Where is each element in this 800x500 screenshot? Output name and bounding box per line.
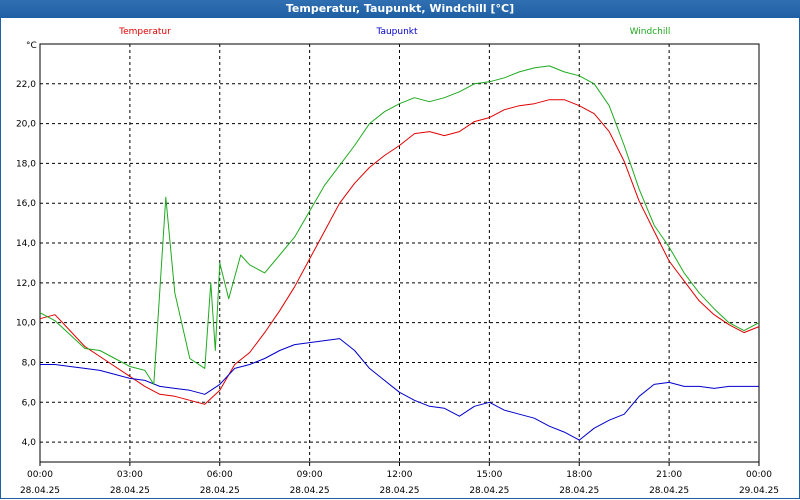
y-tick-label: 16,0: [16, 199, 36, 209]
y-tick-label: 18,0: [16, 159, 36, 169]
series-lines: [39, 65, 760, 441]
x-tick-time-label: 12:00: [387, 470, 413, 480]
y-tick-label: 8,0: [22, 358, 37, 368]
y-tick-label: 22,0: [16, 80, 36, 90]
x-tick-time-label: 21:00: [656, 470, 682, 480]
y-tick-label: 10,0: [16, 319, 36, 329]
x-tick-time-label: 00:00: [746, 470, 772, 480]
legend: Temperatur Taupunkt Windchill: [118, 27, 670, 37]
x-tick-time-label: 18:00: [566, 470, 592, 480]
y-axis-unit-label: °C: [26, 41, 37, 51]
x-tick-time-label: 00:00: [27, 470, 53, 480]
x-tick-time-label: 06:00: [207, 470, 233, 480]
x-axis-ticks: 00:00 28.04.25 03:00 28.04.25 06:00 28.04.25 0…: [20, 462, 779, 496]
y-tick-label: 6,0: [22, 398, 37, 408]
x-tick-date-label: 29.04.25: [739, 486, 779, 496]
y-tick-label: 4,0: [22, 438, 37, 448]
legend-item-taupunkt: Taupunkt: [375, 27, 418, 37]
grid-lines: [40, 44, 759, 462]
y-axis-ticks: 4,0 6,0 8,0 10,0 12,0 14,0 16,0 18,0 20,0 22,0: [16, 80, 36, 448]
x-tick-date-label: 28.04.25: [649, 486, 689, 496]
x-tick-date-label: 28.04.25: [559, 486, 599, 496]
chart-title: Temperatur, Taupunkt, Windchill [°C]: [0, 0, 800, 18]
series-line-temperatur: [39, 99, 760, 405]
x-tick-date-label: 28.04.25: [20, 486, 60, 496]
x-tick-date-label: 28.04.25: [469, 486, 509, 496]
legend-item-temperatur: Temperatur: [118, 27, 171, 37]
x-tick-time-label: 09:00: [297, 470, 323, 480]
x-tick-date-label: 28.04.25: [200, 486, 240, 496]
x-tick-date-label: 28.04.25: [110, 486, 150, 496]
y-tick-label: 14,0: [16, 239, 36, 249]
legend-item-windchill: Windchill: [630, 27, 671, 37]
x-tick-date-label: 28.04.25: [290, 486, 330, 496]
y-tick-label: 12,0: [16, 279, 36, 289]
x-tick-date-label: 28.04.25: [379, 486, 419, 496]
x-tick-time-label: 03:00: [117, 470, 143, 480]
x-tick-time-label: 15:00: [476, 470, 502, 480]
y-tick-label: 20,0: [16, 120, 36, 130]
series-line-taupunkt: [40, 338, 759, 441]
series-line-windchill: [39, 65, 760, 385]
